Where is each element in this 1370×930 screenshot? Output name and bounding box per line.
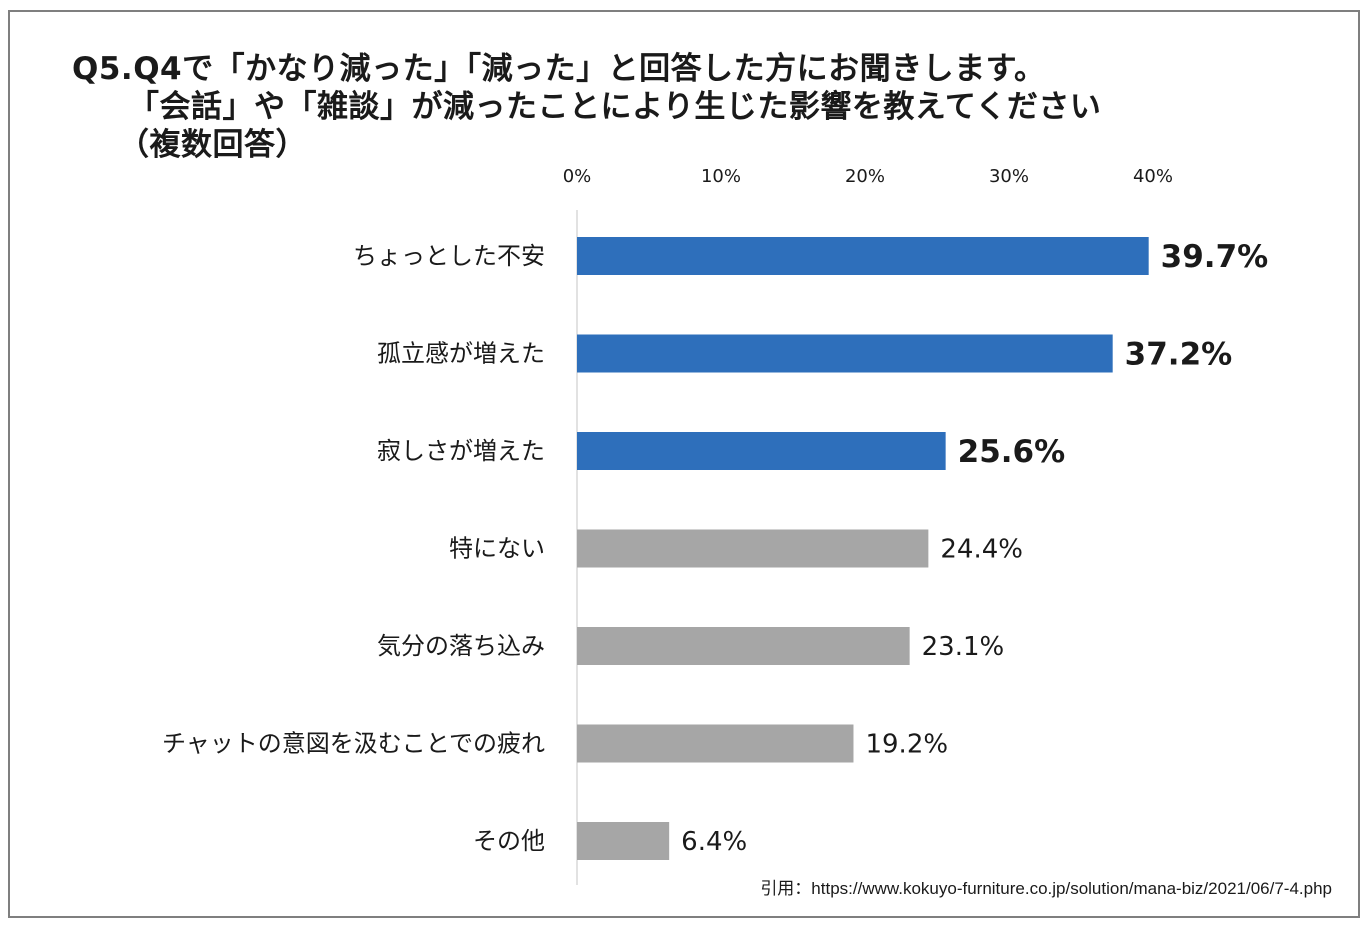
category-label: 特にない — [449, 535, 545, 563]
value-label: 6.4% — [681, 827, 747, 857]
bar — [577, 822, 670, 860]
bar — [577, 627, 910, 665]
x-tick-label: 10% — [701, 166, 741, 187]
bar — [577, 334, 1113, 373]
chart-title-line-1: Q5.Q4で「かなり減った」「減った」と回答した方にお聞きします。 — [72, 51, 1046, 87]
category-label: 気分の落ち込み — [377, 632, 545, 660]
category-label: その他 — [473, 827, 545, 855]
value-label: 24.4% — [940, 535, 1023, 565]
x-tick-label: 20% — [845, 166, 885, 187]
source-citation: 引用：https://www.kokuyo-furniture.co.jp/so… — [760, 879, 1332, 898]
value-label: 39.7% — [1161, 239, 1269, 275]
value-label: 25.6% — [958, 434, 1066, 470]
bar — [577, 432, 946, 470]
x-tick-label: 0% — [563, 166, 592, 187]
value-label: 19.2% — [865, 730, 948, 760]
category-label: ちょっとした不安 — [353, 242, 545, 270]
category-label: 寂しさが増えた — [377, 437, 545, 465]
bar — [577, 724, 854, 763]
x-tick-label: 30% — [989, 166, 1029, 187]
x-tick-label: 40% — [1133, 166, 1173, 187]
chart-title-line-2: 「会話」や「雑談」が減ったことにより生じた影響を教えてください — [128, 89, 1102, 125]
value-label: 23.1% — [922, 632, 1005, 662]
bar — [577, 237, 1149, 275]
bar — [577, 529, 929, 568]
value-label: 37.2% — [1125, 337, 1233, 373]
chart-title-line-3: （複数回答） — [118, 127, 307, 163]
category-label: 孤立感が増えた — [377, 340, 545, 368]
category-label: チャットの意図を汲むことでの疲れ — [162, 730, 545, 758]
